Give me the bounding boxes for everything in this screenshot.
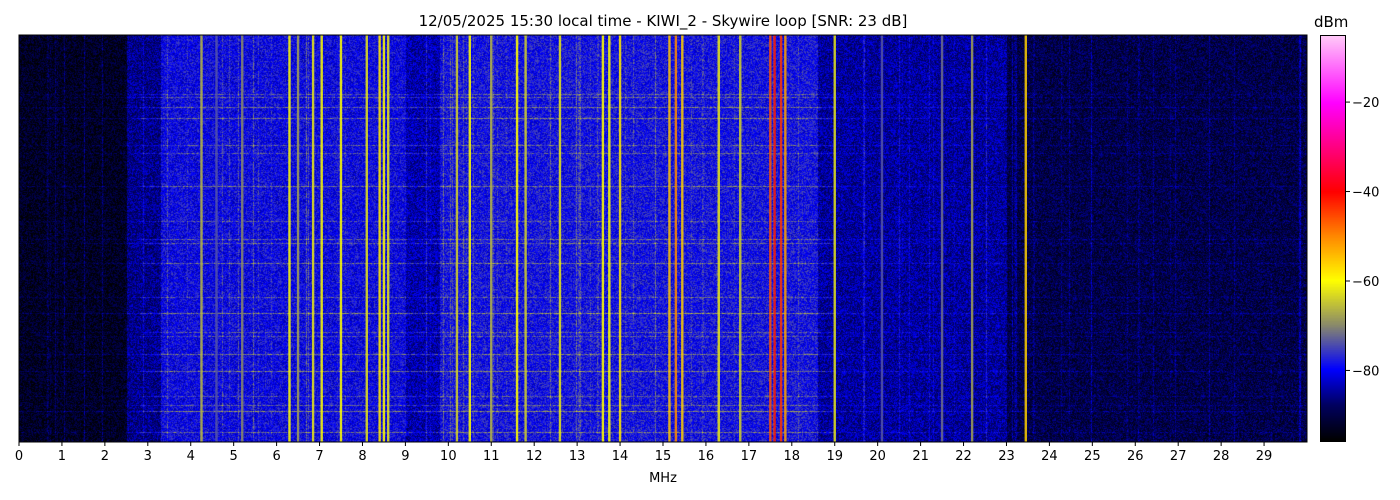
x-tick-label: 23 — [998, 449, 1015, 464]
x-tick-label: 8 — [358, 449, 366, 464]
signal-line — [241, 35, 244, 442]
signal-line — [970, 35, 974, 442]
x-tick-label: 10 — [440, 449, 457, 464]
signal-line — [833, 35, 836, 442]
signal-line — [674, 35, 678, 442]
signal-lines — [200, 35, 1027, 442]
signal-line — [365, 35, 368, 442]
colorbar-tick-label: −80 — [1352, 364, 1379, 379]
signal-line — [668, 35, 671, 442]
signal-line — [558, 35, 562, 442]
signal-line — [387, 35, 390, 442]
colorbar-tick-label: −20 — [1352, 96, 1379, 111]
x-tick-label: 2 — [101, 449, 109, 464]
signal-line — [524, 35, 527, 442]
x-tick-label: 9 — [401, 449, 409, 464]
x-tick-label: 6 — [272, 449, 280, 464]
x-tick-label: 16 — [698, 449, 715, 464]
signal-line — [215, 35, 218, 442]
colorbar-tick-label: −60 — [1352, 275, 1379, 290]
signal-line — [378, 35, 381, 442]
x-tick-label: 15 — [655, 449, 672, 464]
signal-line — [717, 35, 721, 442]
x-tick-label: 26 — [1127, 449, 1144, 464]
signal-line — [490, 35, 493, 442]
x-tick-label: 24 — [1041, 449, 1058, 464]
x-tick-label: 0 — [15, 449, 23, 464]
signal-line — [339, 35, 343, 442]
waterfall-plot — [19, 35, 1307, 442]
waterfall-noise — [19, 35, 1307, 442]
signal-line — [311, 35, 315, 442]
signal-line — [940, 35, 944, 442]
colorbar-label: dBm — [1314, 13, 1349, 31]
signal-line — [773, 35, 776, 442]
x-tick-label: 7 — [315, 449, 323, 464]
signal-line — [880, 35, 884, 442]
x-tick-label: 19 — [826, 449, 843, 464]
signal-line — [779, 35, 783, 442]
x-tick-label: 1 — [58, 449, 66, 464]
x-tick-label: 14 — [612, 449, 629, 464]
signal-line — [608, 35, 611, 442]
signal-line — [288, 35, 291, 442]
x-tick-label: 22 — [955, 449, 972, 464]
signal-line — [296, 35, 300, 442]
x-tick-label: 29 — [1256, 449, 1273, 464]
signal-line — [455, 35, 459, 442]
signal-line — [320, 35, 323, 442]
x-tick-label: 5 — [230, 449, 238, 464]
x-tick-label: 27 — [1170, 449, 1187, 464]
x-tick-label: 4 — [187, 449, 195, 464]
x-tick-label: 20 — [869, 449, 886, 464]
x-tick-label: 18 — [784, 449, 801, 464]
signal-line — [468, 35, 471, 442]
x-tick-label: 21 — [912, 449, 929, 464]
signal-line — [739, 35, 742, 442]
signal-line — [382, 35, 386, 442]
signal-line — [769, 35, 772, 442]
x-tick-label: 11 — [483, 449, 500, 464]
signal-line — [618, 35, 622, 442]
colorbar — [1320, 35, 1346, 442]
plot-frame — [18, 34, 1308, 443]
signal-line — [784, 35, 787, 442]
x-tick-label: 13 — [569, 449, 586, 464]
x-axis-label: MHz — [649, 471, 677, 486]
x-tick-label: 3 — [144, 449, 152, 464]
signal-line — [515, 35, 519, 442]
signal-line — [601, 35, 605, 442]
signal-line — [1024, 35, 1027, 442]
x-tick-label: 17 — [741, 449, 758, 464]
x-tick-label: 12 — [526, 449, 543, 464]
colorbar-tick-label: −40 — [1352, 186, 1379, 201]
signal-line — [681, 35, 684, 442]
x-tick-label: 28 — [1213, 449, 1230, 464]
x-tick-label: 25 — [1084, 449, 1101, 464]
chart-title: 12/05/2025 15:30 local time - KIWI_2 - S… — [418, 12, 908, 30]
signal-line — [200, 35, 203, 442]
